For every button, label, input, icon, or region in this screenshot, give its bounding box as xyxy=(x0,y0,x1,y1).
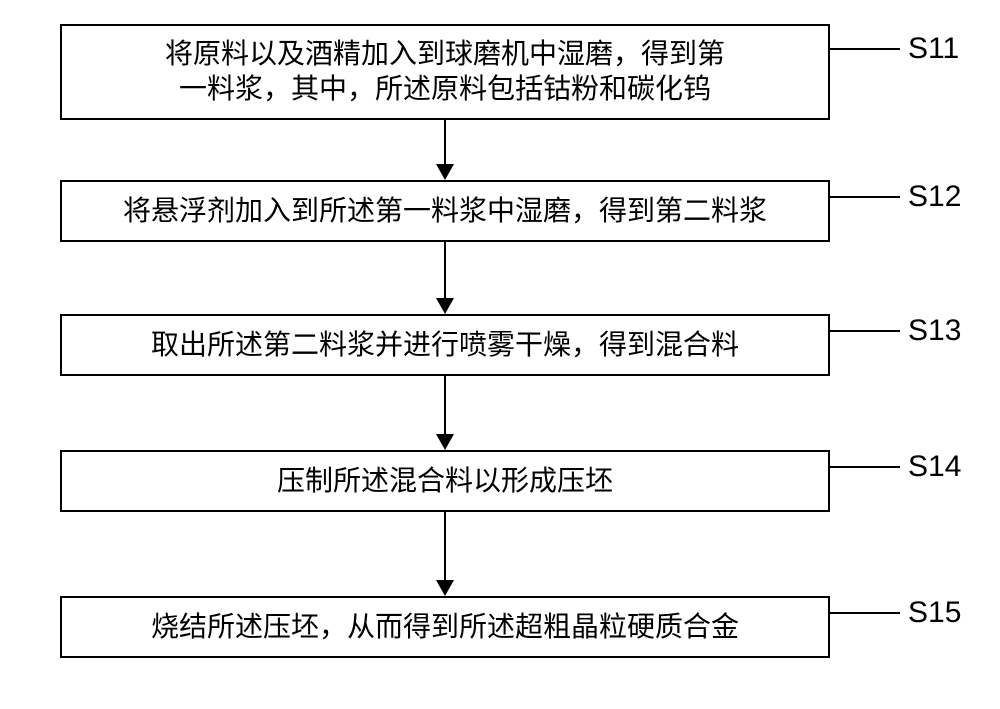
arrow-4-line xyxy=(444,512,446,580)
arrow-3-line xyxy=(444,376,446,434)
step-text-s13: 取出所述第二料浆并进行喷雾干燥，得到混合料 xyxy=(151,328,739,363)
step-label-s14: S14 xyxy=(908,450,961,484)
step-text-s11: 将原料以及酒精加入到球磨机中湿磨，得到第 一料浆，其中，所述原料包括钴粉和碳化钨 xyxy=(165,37,725,107)
arrow-2-line xyxy=(444,242,446,298)
step-text-s14: 压制所述混合料以形成压坯 xyxy=(277,464,613,499)
step-label-s13: S13 xyxy=(908,314,961,348)
step-text-s12: 将悬浮剂加入到所述第一料浆中湿磨，得到第二料浆 xyxy=(123,194,767,229)
step-box-s11: 将原料以及酒精加入到球磨机中湿磨，得到第 一料浆，其中，所述原料包括钴粉和碳化钨 xyxy=(60,24,830,120)
step-box-s14: 压制所述混合料以形成压坯 xyxy=(60,450,830,512)
arrow-1-head xyxy=(436,164,454,180)
step-text-s15: 烧结所述压坯，从而得到所述超粗晶粒硬质合金 xyxy=(151,610,739,645)
step-label-s11: S11 xyxy=(908,32,959,66)
lead-line-s15 xyxy=(830,612,900,614)
step-box-s15: 烧结所述压坯，从而得到所述超粗晶粒硬质合金 xyxy=(60,596,830,658)
step-label-s12: S12 xyxy=(908,180,961,214)
lead-line-s12 xyxy=(830,196,900,198)
arrow-1-line xyxy=(444,120,446,164)
step-box-s12: 将悬浮剂加入到所述第一料浆中湿磨，得到第二料浆 xyxy=(60,180,830,242)
flowchart-canvas: 将原料以及酒精加入到球磨机中湿磨，得到第 一料浆，其中，所述原料包括钴粉和碳化钨… xyxy=(0,0,1000,709)
step-box-s13: 取出所述第二料浆并进行喷雾干燥，得到混合料 xyxy=(60,314,830,376)
lead-line-s13 xyxy=(830,330,900,332)
step-label-s15: S15 xyxy=(908,596,961,630)
arrow-4-head xyxy=(436,580,454,596)
arrow-2-head xyxy=(436,298,454,314)
lead-line-s11 xyxy=(830,48,900,50)
lead-line-s14 xyxy=(830,466,900,468)
arrow-3-head xyxy=(436,434,454,450)
